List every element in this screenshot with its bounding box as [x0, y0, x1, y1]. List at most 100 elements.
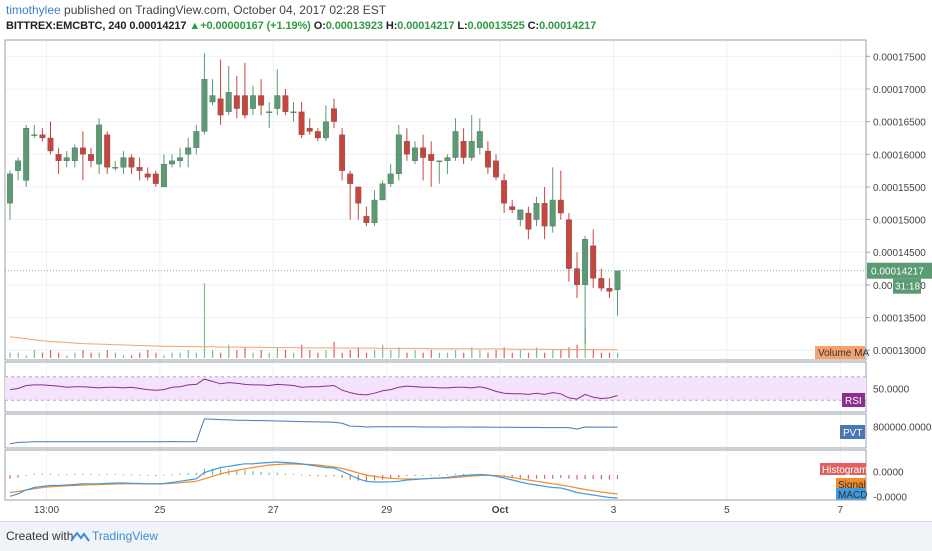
candle-body — [233, 95, 240, 109]
volume-bar — [511, 352, 513, 358]
macd-histogram-bar — [147, 475, 149, 476]
candle-body — [468, 141, 475, 158]
volume-bar — [155, 352, 157, 358]
volume-bar — [90, 352, 92, 358]
candle-body — [55, 154, 62, 161]
volume-bar — [463, 352, 465, 358]
candle-body — [501, 180, 508, 204]
macd-histogram-bar — [179, 473, 181, 475]
candle-body — [7, 173, 13, 204]
volume-bar — [131, 355, 133, 358]
macd-histogram-bar — [446, 474, 448, 476]
author-link[interactable]: timothylee — [6, 3, 61, 17]
macd-histogram-bar — [341, 475, 343, 478]
macd-histogram-bar — [616, 475, 619, 479]
macd-histogram-bar — [438, 474, 440, 476]
macd-histogram-bar — [301, 474, 303, 476]
volume-bar — [268, 352, 270, 358]
axes: 0.000130000.000135000.000140000.00014500… — [5, 52, 926, 516]
macd-tick-label: 0.0000 — [873, 467, 904, 478]
last-price-badge — [867, 262, 932, 279]
volume-bar — [50, 350, 52, 358]
pvt-tick-label: 800000.0000 — [873, 422, 932, 433]
macd-histogram-bar — [41, 473, 43, 475]
candle-body — [606, 288, 613, 292]
candle-body — [590, 245, 597, 279]
volume-bar — [536, 347, 538, 358]
price-axis-labels: 0.00014217 31:18 — [867, 262, 932, 294]
volume-bar — [187, 350, 189, 358]
volume-bar — [33, 350, 35, 358]
main-pane-border — [4, 39, 867, 361]
grid — [5, 40, 866, 500]
tradingview-logo-icon[interactable] — [70, 529, 90, 543]
macd-tick-label: -0.0000 — [873, 492, 907, 503]
tradingview-brand-link[interactable]: TradingView — [92, 529, 159, 543]
volume-bar — [592, 350, 594, 358]
volume-bar — [293, 352, 295, 358]
candle-body — [460, 141, 467, 158]
macd-histogram-bar — [592, 475, 594, 480]
volume-bar — [446, 352, 449, 358]
macd-histogram-bar — [139, 474, 141, 476]
macd-histogram-bar — [260, 471, 262, 475]
volume-bar — [487, 352, 489, 358]
volume-bar — [479, 350, 481, 358]
price-tick-label: 0.00017000 — [873, 85, 926, 96]
volume-bar — [552, 350, 554, 358]
countdown-badge — [893, 278, 921, 294]
candle-body — [371, 199, 378, 224]
candle-body — [185, 147, 192, 155]
volume-bar — [495, 350, 497, 358]
price-tick-label: 0.00013000 — [873, 346, 926, 357]
candle-body — [104, 134, 111, 168]
candle-body — [258, 95, 265, 106]
candle-body — [533, 203, 540, 220]
volume-bar — [276, 347, 278, 358]
macd-histogram-bar — [66, 474, 68, 476]
volume-bar — [414, 350, 416, 358]
macd-histogram-bar — [106, 474, 108, 475]
volume-bar — [122, 355, 125, 358]
macd-histogram-bar — [309, 475, 311, 476]
candle-body — [160, 163, 167, 188]
volume-bar — [147, 350, 149, 358]
volume-ma-legend: Volume MA — [818, 348, 869, 359]
candle-body — [96, 124, 103, 165]
candle-body — [444, 157, 451, 161]
macd-legend-box — [836, 488, 866, 500]
pvt-pane: 800000.0000 PVT — [9, 418, 932, 445]
candle-body — [152, 173, 159, 184]
rsi-legend-box — [842, 393, 865, 407]
macd-histogram-bar — [25, 475, 27, 476]
candle-body — [120, 157, 127, 168]
volume-bar — [374, 350, 376, 358]
candle-body — [428, 154, 435, 161]
macd-histogram-bar — [357, 475, 359, 481]
macd-histogram-bar — [155, 475, 157, 476]
last-price-badge-text: 0.00014217 — [871, 267, 924, 278]
macd-histogram-bar — [406, 475, 408, 476]
candle-body — [322, 121, 329, 139]
candle-body — [476, 131, 483, 148]
candle-body — [266, 111, 273, 113]
candle-body — [379, 183, 386, 201]
volume-bar — [382, 344, 384, 358]
volume-bar — [220, 352, 222, 358]
candle-body — [403, 141, 410, 155]
candle-body — [363, 216, 370, 224]
macd-histogram-bar — [349, 475, 351, 480]
volume-bar — [17, 352, 19, 358]
x-tick-label: 29 — [381, 505, 393, 516]
candle-body — [144, 173, 151, 178]
macd-histogram-bar — [90, 474, 92, 475]
volume-bar — [66, 355, 68, 358]
rsi-line — [9, 378, 618, 400]
high-value: 0.00014217 — [397, 20, 455, 32]
macd-histogram-bar — [74, 474, 76, 475]
volume-bar — [617, 352, 619, 358]
x-tick-label: 27 — [268, 505, 280, 516]
volume-bar — [82, 350, 84, 358]
volume-bar — [357, 347, 359, 358]
